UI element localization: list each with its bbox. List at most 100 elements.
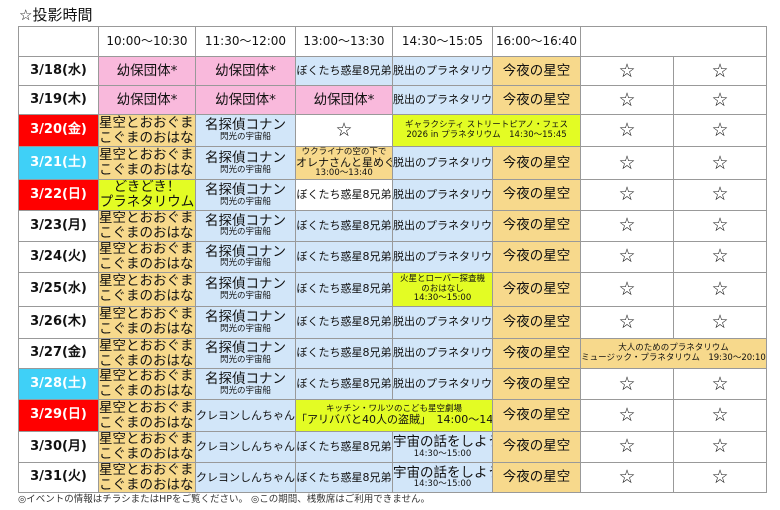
- program-cell: 今夜の星空: [492, 56, 581, 86]
- program-cell: 脱出のプラネタリウム: [392, 56, 493, 86]
- program-title: どきどき！: [113, 179, 181, 195]
- program-title: 幼保団体*: [215, 62, 276, 79]
- program-subtitle: 13:00〜13:40: [315, 168, 373, 179]
- program-cell: 名探偵コナン 閃光の宇宙船: [195, 368, 296, 401]
- program-cell: 名探偵コナン 閃光の宇宙船: [195, 271, 296, 307]
- schedule-row: 3/24(火)星空とおおぐま・こぐまのおはなし名探偵コナン閃光の宇宙船ぼくたち惑…: [18, 240, 767, 273]
- program-cell: 名探偵コナン 閃光の宇宙船: [195, 240, 296, 273]
- header-time-2: 11:30〜12:00: [195, 26, 296, 57]
- program-title: 名探偵コナン: [205, 340, 286, 357]
- star-icon: ☆: [295, 114, 393, 147]
- program-title: 今夜の星空: [502, 438, 571, 455]
- program-title-line2: こぐまのおはなし: [99, 288, 195, 305]
- program-cell: 今夜の星空: [492, 146, 581, 180]
- program-title: ☆: [618, 59, 636, 82]
- program-title-line2: こぐまのおはなし: [99, 352, 195, 369]
- program-title: ☆: [711, 88, 729, 111]
- program-title: ぼくたち惑星8兄弟: [296, 218, 392, 232]
- program-subtitle: 閃光の宇宙船: [219, 258, 271, 269]
- program-cell: 脱出のプラネタリウム: [392, 368, 493, 401]
- schedule-row: 3/21(土)星空とおおぐま・こぐまのおはなし名探偵コナン閃光の宇宙船ウクライナ…: [18, 146, 767, 180]
- program-cell: 星空とおおぐま・こぐまのおはなし: [98, 461, 196, 494]
- program-title-line2: こぐまのおはなし: [99, 414, 195, 431]
- program-title: ☆: [618, 88, 636, 111]
- program-cell: 星空とおおぐま・こぐまのおはなし: [98, 368, 196, 401]
- program-title: 脱出のプラネタリウム: [393, 63, 493, 77]
- program-cell: 今夜の星空: [492, 337, 581, 370]
- program-title-line2: こぐまのおはなし: [99, 383, 195, 400]
- program-cell: 脱出のプラネタリウム: [392, 240, 493, 273]
- star-icon: ☆: [580, 240, 674, 273]
- program-cell: 星空とおおぐま・こぐまのおはなし: [98, 399, 196, 433]
- program-title: 幼保団体*: [215, 91, 276, 108]
- program-title: ☆: [711, 119, 729, 142]
- program-title: 脱出のプラネタリウム: [393, 377, 493, 391]
- star-icon: ☆: [580, 271, 674, 307]
- program-cell: 幼保団体*: [195, 85, 296, 115]
- program-title: ☆: [711, 59, 729, 82]
- program-title: 今夜の星空: [502, 217, 571, 234]
- program-cell: 今夜の星空: [492, 240, 581, 273]
- schedule-table: 10:00〜10:30 11:30〜12:00 13:00〜13:30 14:3…: [18, 26, 767, 494]
- program-title: 今夜の星空: [502, 313, 571, 330]
- program-title: ☆: [711, 404, 729, 427]
- star-icon: ☆: [673, 271, 767, 307]
- schedule-row: 3/26(木)星空とおおぐま・こぐまのおはなし名探偵コナン閃光の宇宙船ぼくたち惑…: [18, 305, 767, 339]
- schedule-row: 3/25(水)星空とおおぐま・こぐまのおはなし名探偵コナン閃光の宇宙船ぼくたち惑…: [18, 271, 767, 307]
- program-title: 脱出のプラネタリウム: [393, 92, 493, 106]
- program-subtitle: 閃光の宇宙船: [219, 385, 271, 396]
- date-cell: 3/24(火): [18, 240, 99, 273]
- program-cell: 今夜の星空: [492, 399, 581, 433]
- program-title: ☆: [618, 277, 636, 300]
- date-cell: 3/23(月): [18, 209, 99, 242]
- program-title: 星空とおおぐま・: [99, 368, 195, 385]
- star-icon: ☆: [673, 431, 767, 463]
- program-cell: ぼくたち惑星8兄弟: [295, 431, 393, 463]
- program-title: ミュージック・プラネタリウム 19:30〜20:10: [581, 352, 766, 363]
- program-note: 大人のためのプラネタリウム: [618, 343, 729, 354]
- program-title: 脱出のプラネタリウム: [393, 187, 493, 201]
- date-cell: 3/25(水): [18, 271, 99, 307]
- program-cell: クレヨンしんちゃん: [195, 399, 296, 433]
- program-title: ☆: [618, 245, 636, 268]
- program-title: ぼくたち惑星8兄弟: [296, 282, 392, 296]
- program-cell: ぼくたち惑星8兄弟: [295, 56, 393, 86]
- program-title: ぼくたち惑星8兄弟: [296, 470, 392, 484]
- program-title: 脱出のプラネタリウム: [393, 155, 493, 169]
- program-title: ☆: [711, 277, 729, 300]
- program-cell: 脱出のプラネタリウム: [392, 179, 493, 211]
- program-note: キッチン・ワルツのこども星空劇場: [325, 403, 462, 414]
- program-title: ☆: [711, 310, 729, 333]
- program-title: 今夜の星空: [502, 345, 571, 362]
- program-title: ☆: [711, 183, 729, 206]
- program-cell: 脱出のプラネタリウム: [392, 85, 493, 115]
- program-title: ☆: [618, 119, 636, 142]
- star-icon: ☆: [580, 431, 674, 463]
- star-icon: ☆: [673, 461, 767, 494]
- program-title: 幼保団体*: [313, 91, 375, 108]
- schedule-row: 3/30(月)星空とおおぐま・こぐまのおはなしクレヨンしんちゃんぼくたち惑星8兄…: [18, 431, 767, 463]
- program-cell: ぼくたち惑星8兄弟: [295, 271, 393, 307]
- program-title: 脱出のプラネタリウム: [393, 249, 493, 263]
- header-time-3: 13:00〜13:30: [295, 26, 393, 57]
- program-cell: 今夜の星空: [492, 461, 581, 494]
- program-title: ☆: [618, 310, 636, 333]
- program-subtitle: 閃光の宇宙船: [219, 132, 271, 143]
- program-title-line2: こぐまのおはなし: [99, 255, 195, 272]
- program-title: 脱出のプラネタリウム: [393, 346, 493, 360]
- date-cell: 3/19(木): [18, 85, 99, 115]
- program-title-line2: こぐまのおはなし: [99, 129, 195, 146]
- program-cell: 星空とおおぐま・こぐまのおはなし: [98, 209, 196, 242]
- page-title: ☆投影時間: [19, 6, 93, 24]
- program-title: ☆: [711, 214, 729, 237]
- header-row: 10:00〜10:30 11:30〜12:00 13:00〜13:30 14:3…: [18, 26, 767, 57]
- program-title: 星空とおおぐま・: [99, 399, 195, 416]
- program-title: 今夜の星空: [502, 154, 571, 171]
- program-title: 名探偵コナン: [205, 309, 286, 326]
- star-icon: ☆: [580, 56, 674, 86]
- program-title: ぼくたち惑星8兄弟: [296, 346, 392, 360]
- program-cell: 今夜の星空: [492, 305, 581, 339]
- program-title: ぼくたち惑星8兄弟: [296, 249, 392, 263]
- program-title: ☆: [335, 119, 353, 142]
- program-subtitle: 閃光の宇宙船: [219, 164, 271, 175]
